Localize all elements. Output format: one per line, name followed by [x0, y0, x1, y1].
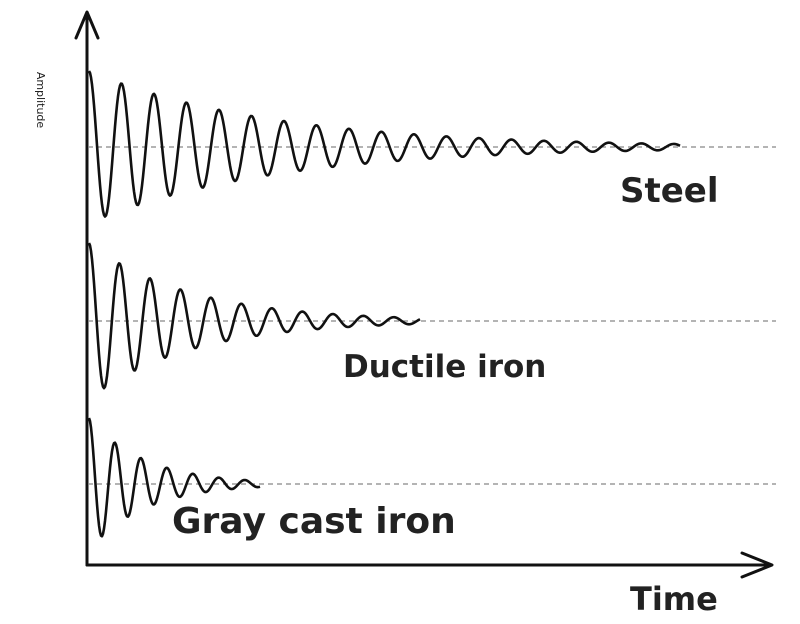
y-axis-label: Amplitude [34, 72, 47, 129]
curve-label: Steel [620, 171, 719, 211]
curve-label: Ductile iron [343, 349, 546, 385]
damped-wave [87, 242, 421, 390]
damped-wave [87, 70, 681, 218]
x-axis-arrow [740, 551, 774, 579]
x-axis-label: Time [630, 580, 718, 618]
axes [74, 10, 774, 579]
curve-label: Gray cast iron [172, 501, 456, 542]
y-axis-arrow [74, 10, 100, 40]
damped-wave [87, 417, 261, 538]
